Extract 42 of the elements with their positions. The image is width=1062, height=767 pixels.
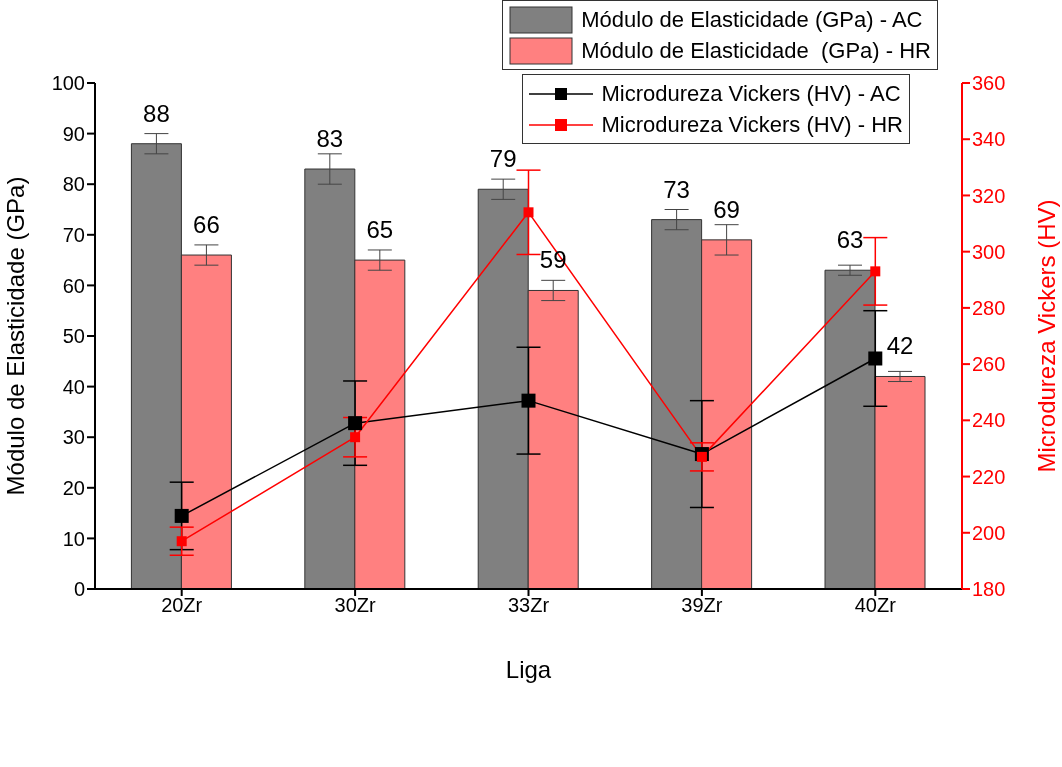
x-tick-label: 20Zr (161, 594, 203, 617)
y2-tick-label: 200 (972, 521, 1006, 544)
y-tick-label: 30 (62, 426, 85, 449)
x-tick-label: 33Zr (507, 594, 550, 617)
y2-tick-label: 180 (972, 578, 1006, 601)
y2-tick-label: 240 (972, 409, 1006, 432)
y-tick-label: 70 (62, 223, 85, 246)
y2-tick-label: 220 (972, 465, 1006, 488)
y-tick-label: 80 (62, 173, 85, 196)
legend-label: Módulo de Elasticidade (GPa) - HR (581, 37, 931, 65)
data-label: 42 (886, 332, 914, 360)
y2-tick-label: 320 (972, 184, 1006, 207)
x-axis-title: Liga (505, 656, 552, 683)
y-tick-label: 100 (51, 72, 85, 95)
legend-label: Módulo de Elasticidade (GPa) - AC (581, 6, 923, 34)
y-tick-label: 90 (62, 122, 85, 145)
x-tick-label: 30Zr (334, 594, 376, 617)
data-label: 88 (143, 99, 170, 127)
legend-label: Microdureza Vickers (HV) - AC (601, 80, 901, 108)
y-tick-label: 20 (62, 476, 85, 499)
data-label: 66 (193, 211, 220, 239)
x-tick-label: 40Zr (854, 594, 897, 617)
data-label: 73 (663, 175, 690, 203)
y-tick-label: 0 (73, 578, 85, 601)
y2-tick-label: 280 (972, 296, 1006, 319)
y-axis-title: Módulo de Elasticidade (GPa) (1, 176, 29, 496)
data-label: 83 (316, 125, 344, 153)
y2-tick-label: 360 (972, 72, 1006, 95)
data-label: 65 (366, 216, 394, 244)
y-tick-label: 10 (62, 527, 85, 550)
x-tick-label: 39Zr (681, 594, 723, 617)
y-tick-label: 50 (62, 325, 85, 348)
y-tick-label: 60 (62, 274, 85, 297)
legend-label: Microdureza Vickers (HV) - HR (601, 111, 903, 139)
y-tick-label: 40 (62, 375, 85, 398)
y2-tick-label: 340 (972, 128, 1006, 151)
y2-tick-label: 260 (972, 353, 1006, 376)
data-label: 63 (836, 226, 864, 254)
data-label: 79 (489, 145, 517, 173)
y2-axis-title: Microdureza Vickers (HV) (1032, 199, 1060, 473)
data-label: 69 (713, 195, 740, 223)
y2-tick-label: 300 (972, 240, 1006, 263)
